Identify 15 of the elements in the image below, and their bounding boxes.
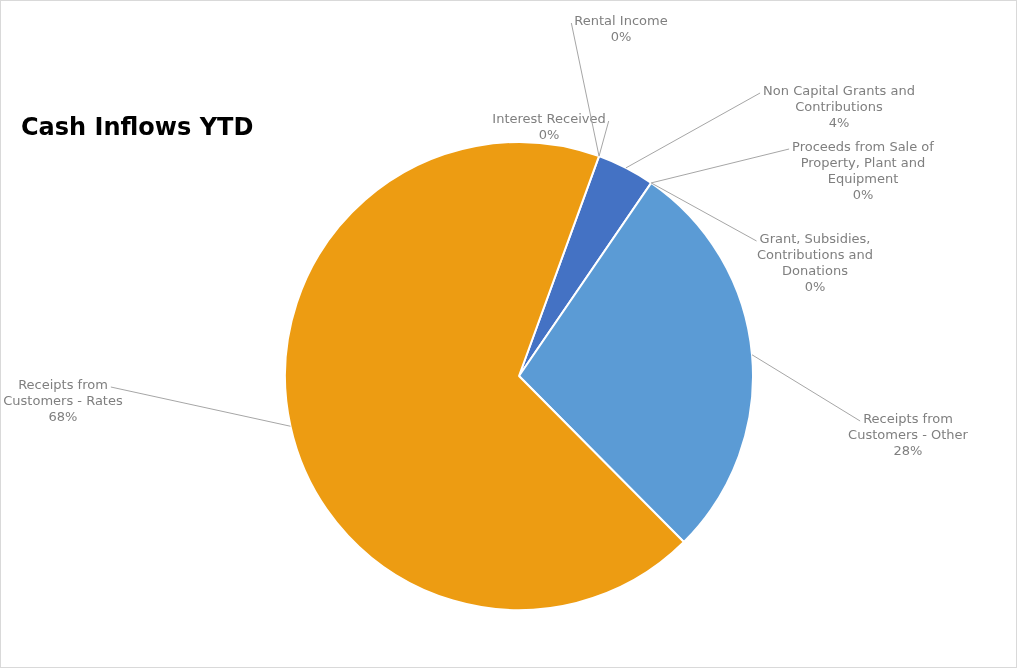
data-label: 68% xyxy=(48,408,78,424)
category-label: Interest Received xyxy=(492,110,606,126)
text: 0% xyxy=(538,126,560,142)
text: 0% xyxy=(610,28,632,44)
text: Cash Inflows YTD xyxy=(21,113,254,141)
text: 0% xyxy=(804,278,826,294)
category-label: Proceeds from Sale of Property, Plant and Equipment xyxy=(792,138,934,186)
slice-label: Non Capital Grants and Contributions xyxy=(763,82,915,114)
data-label: 4% xyxy=(828,114,850,130)
slice-label: Receipts from Customers - Rates xyxy=(3,376,123,408)
text: 0% xyxy=(852,186,874,202)
data-label: 28% xyxy=(893,442,923,458)
category-label: Grant, Subsidies, Contributions and Donations xyxy=(756,230,874,278)
slice-label: Receipts from Customers - Other xyxy=(848,410,969,442)
category-label: Rental Income xyxy=(574,12,668,28)
